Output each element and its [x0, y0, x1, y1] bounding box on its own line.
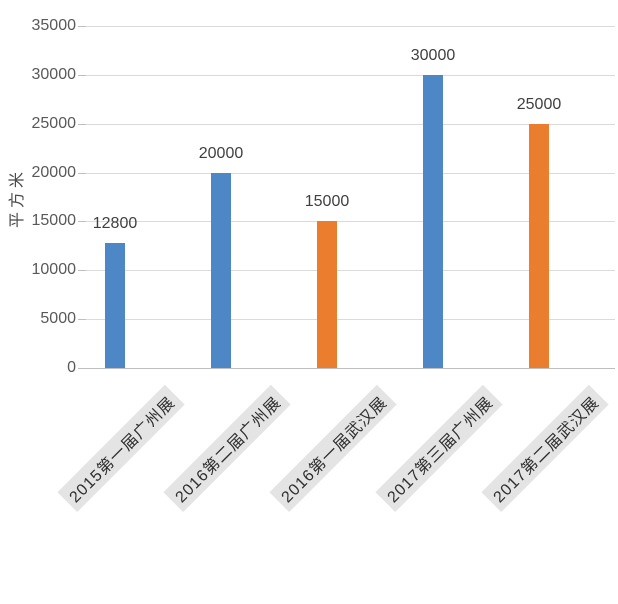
- x-axis-line: [85, 368, 615, 369]
- y-tick-mark: [78, 123, 86, 125]
- gridline: [85, 270, 615, 272]
- gridline: [85, 172, 615, 174]
- bar-value-label: 12800: [92, 214, 138, 232]
- gridline: [85, 319, 615, 321]
- y-tick-mark: [78, 26, 86, 27]
- y-tick-mark: [78, 221, 86, 223]
- y-tick-mark: [78, 319, 86, 321]
- y-tick-label: 15000: [31, 212, 77, 230]
- bar-value-label: 20000: [198, 144, 244, 162]
- bar: [529, 123, 549, 368]
- gridline: [85, 221, 615, 223]
- y-tick-label: 20000: [31, 163, 77, 181]
- bar-value-label: 30000: [410, 46, 456, 64]
- y-tick-label: 0: [67, 359, 76, 376]
- y-tick-mark: [78, 74, 86, 76]
- bar-value-label: 25000: [516, 95, 562, 113]
- bar: [211, 172, 231, 368]
- gridline: [85, 74, 615, 76]
- gridline: [85, 123, 615, 125]
- y-tick-label: 35000: [31, 17, 77, 34]
- y-tick-mark: [78, 368, 86, 369]
- bar: [423, 74, 443, 368]
- y-tick-label: 5000: [40, 310, 76, 328]
- bar: [317, 221, 337, 368]
- y-tick-mark: [78, 172, 86, 174]
- y-tick-mark: [78, 270, 86, 272]
- y-tick-label: 25000: [31, 114, 77, 132]
- y-tick-label: 10000: [31, 261, 77, 279]
- bar-value-label: 15000: [304, 193, 350, 211]
- gridline: [85, 26, 615, 27]
- y-tick-label: 30000: [31, 65, 77, 83]
- bar: [105, 242, 125, 368]
